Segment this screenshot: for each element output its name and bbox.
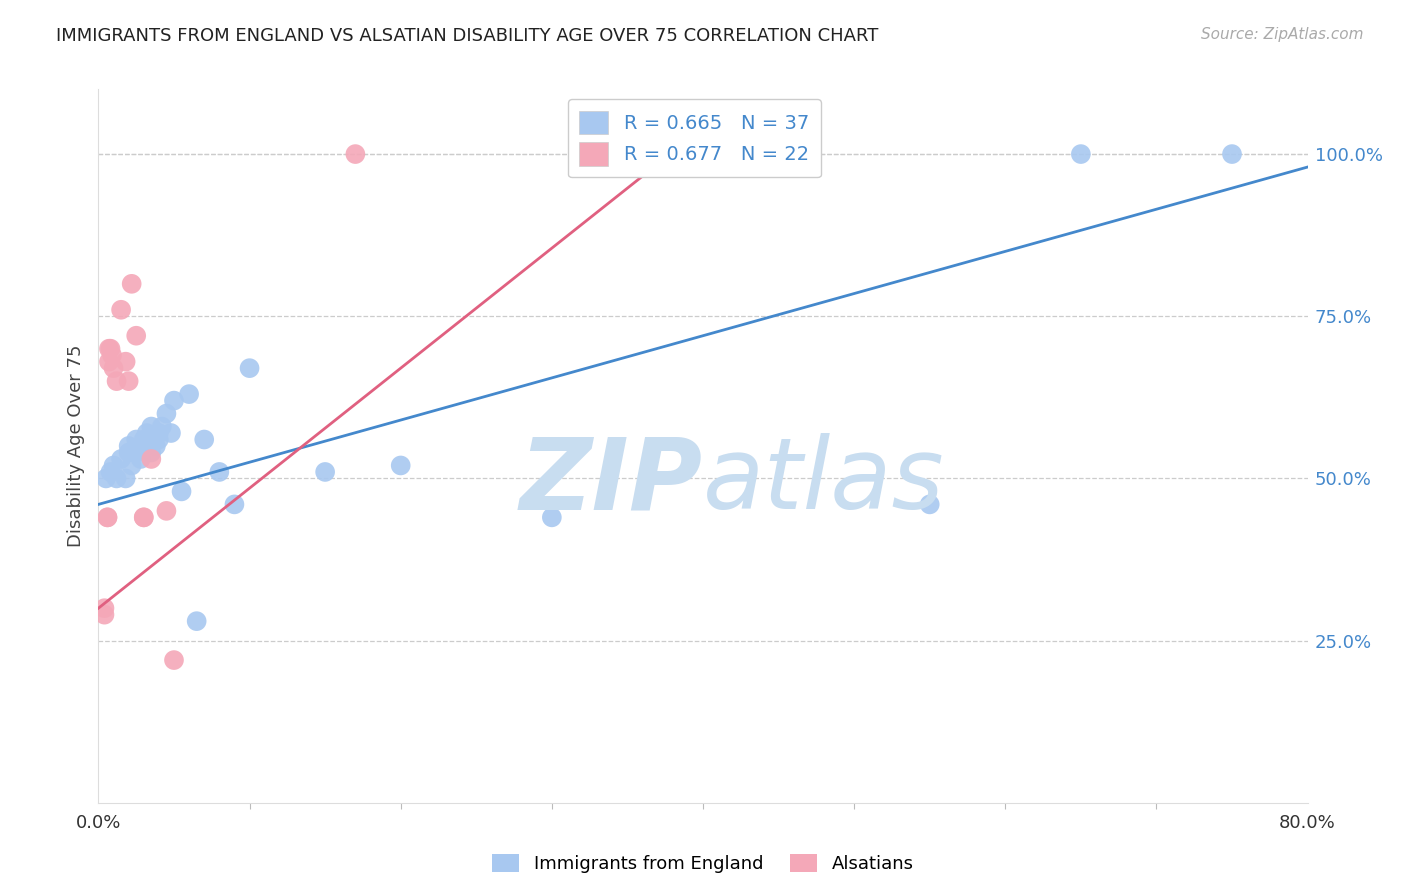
Point (125, 328, 148, 343)
Point (125, 433, 148, 447)
Text: ZIP: ZIP (520, 434, 703, 530)
Point (98, 342, 121, 356)
Point (540, 510, 562, 524)
Point (129, 452, 152, 467)
Point (105, 471, 128, 485)
Point (105, 374, 128, 388)
Point (1220, 147, 1243, 161)
Point (344, 147, 367, 161)
Point (314, 465, 336, 479)
Point (125, 445, 148, 459)
Point (145, 439, 167, 453)
Point (163, 393, 186, 408)
Point (141, 452, 163, 467)
Point (132, 510, 155, 524)
Point (224, 497, 246, 511)
Text: IMMIGRANTS FROM ENGLAND VS ALSATIAN DISABILITY AGE OVER 75 CORRELATION CHART: IMMIGRANTS FROM ENGLAND VS ALSATIAN DISA… (56, 27, 879, 45)
Point (135, 425, 157, 440)
Point (114, 471, 136, 485)
Legend: R = 0.665   N = 37, R = 0.677   N = 22: R = 0.665 N = 37, R = 0.677 N = 22 (568, 99, 821, 178)
Point (193, 433, 215, 447)
Point (101, 348, 124, 362)
Point (163, 653, 186, 667)
Point (100, 465, 122, 479)
Point (155, 504, 177, 518)
Point (98, 354, 121, 368)
Point (110, 302, 132, 317)
Point (132, 439, 155, 453)
Point (132, 433, 155, 447)
Point (239, 361, 262, 376)
Point (918, 497, 941, 511)
Point (141, 445, 163, 459)
Legend: Immigrants from England, Alsatians: Immigrants from England, Alsatians (486, 848, 920, 879)
Point (186, 614, 208, 628)
Point (103, 361, 125, 376)
Point (100, 342, 122, 356)
Point (96, 510, 118, 524)
Point (170, 484, 193, 499)
Point (160, 425, 183, 440)
Text: atlas: atlas (703, 434, 945, 530)
Point (118, 445, 141, 459)
Point (93, 601, 115, 615)
Point (103, 458, 125, 473)
Text: Source: ZipAtlas.com: Source: ZipAtlas.com (1201, 27, 1364, 42)
Point (121, 277, 143, 291)
Point (155, 407, 177, 421)
Point (110, 452, 132, 467)
Point (141, 419, 163, 434)
Point (150, 419, 173, 434)
Point (96, 510, 118, 524)
Point (93, 607, 115, 622)
Point (94, 471, 117, 485)
Point (208, 465, 231, 479)
Point (121, 458, 143, 473)
Point (148, 433, 170, 447)
Point (148, 425, 170, 440)
Y-axis label: Disability Age Over 75: Disability Age Over 75 (66, 344, 84, 548)
Point (118, 374, 141, 388)
Point (132, 510, 155, 524)
Point (1070, 147, 1092, 161)
Point (118, 439, 141, 453)
Point (179, 387, 201, 401)
Point (114, 354, 136, 368)
Point (389, 458, 412, 473)
Point (692, 147, 714, 161)
